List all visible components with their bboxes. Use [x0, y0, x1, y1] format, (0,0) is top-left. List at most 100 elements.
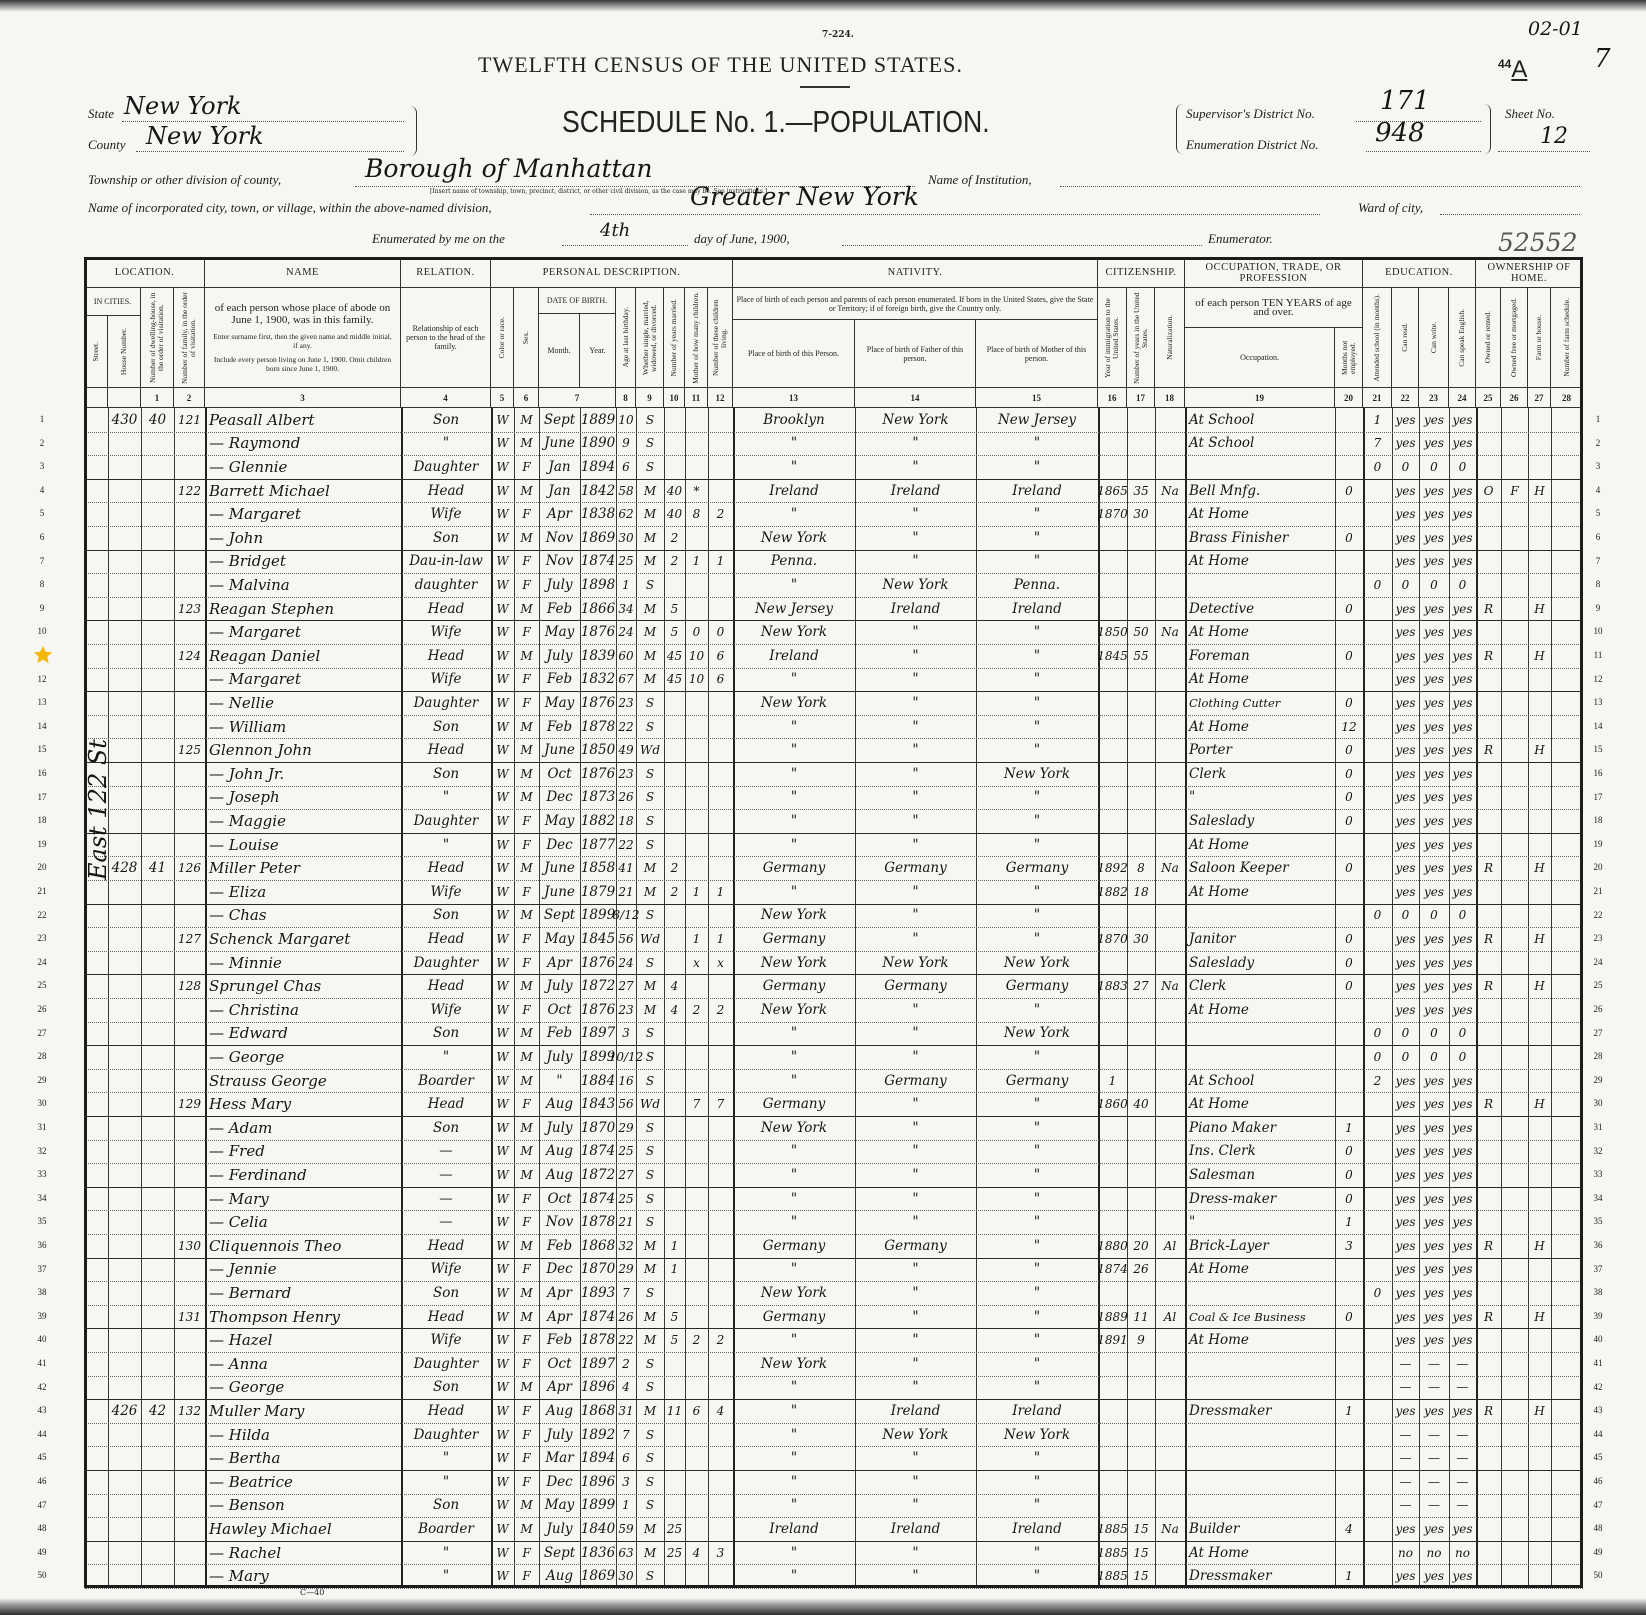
cell-rd: 0	[1401, 459, 1410, 474]
cell-en: yes	[1452, 1333, 1473, 1348]
cell-occ: Janitor	[1189, 930, 1236, 947]
column-header-label: House Number.	[119, 327, 128, 376]
cell-age: 58	[618, 483, 634, 498]
cell-bm: "	[1033, 553, 1041, 570]
cell-ms: S	[645, 1144, 655, 1159]
cell-occ: At Home	[1189, 836, 1249, 853]
cell-mc: 4	[692, 1545, 701, 1560]
cell-rd: yes	[1395, 1002, 1416, 1017]
cell-occ: At Home	[1189, 1332, 1249, 1349]
cell-occ: At Home	[1189, 624, 1249, 641]
cell-ms: S	[645, 1215, 655, 1230]
cell-iy: 1870	[1097, 931, 1128, 946]
column-header-sex: Sex.	[514, 288, 539, 388]
cell-ms: S	[645, 1356, 655, 1371]
line-number-right: 5	[1595, 508, 1601, 519]
cell-mu: 0	[1345, 790, 1353, 805]
cell-fm: 128	[178, 979, 201, 994]
line-number-right: 48	[1593, 1523, 1603, 1534]
cell-bm: "	[1033, 1096, 1041, 1113]
cell-rd: yes	[1395, 1285, 1416, 1300]
line-number-right: 34	[1593, 1192, 1603, 1203]
cell-nm: Thompson Henry	[209, 1307, 340, 1326]
cell-rd: 0	[1401, 1049, 1410, 1064]
cell-yr: 1845	[580, 930, 616, 947]
cell-rd: yes	[1395, 955, 1416, 970]
cell-dw: 41	[148, 860, 167, 877]
cell-age: 23	[618, 695, 634, 710]
cell-bp: "	[790, 1072, 798, 1089]
cell-wr: no	[1426, 1545, 1442, 1560]
line-number-left: 28	[37, 1051, 47, 1062]
enumerated-date-label: day of June, 1900,	[694, 231, 790, 246]
cell-ms: M	[643, 1309, 657, 1324]
cell-bp: Germany	[762, 1237, 826, 1254]
group-header-citizenship: CITIZENSHIP.	[1098, 258, 1185, 288]
cell-bm: "	[1033, 506, 1041, 523]
supervisor-label: Supervisor's District No.	[1186, 106, 1315, 121]
cell-bm: "	[1033, 529, 1041, 546]
cell-rd: yes	[1395, 1521, 1416, 1536]
cell-yr: 1839	[580, 647, 616, 664]
cell-rel: Son	[432, 529, 460, 546]
line-number-right: 44	[1593, 1428, 1603, 1439]
cell-rd: yes	[1395, 554, 1416, 569]
cell-ms: Wd	[639, 1097, 660, 1112]
cell-rel: Head	[427, 482, 465, 499]
cell-sex: F	[522, 1191, 531, 1206]
group-header-name: NAME	[205, 258, 401, 288]
column-header-fs: Number of farm schedule.	[1551, 288, 1583, 388]
cell-wr: yes	[1423, 601, 1445, 616]
row-rule	[85, 1517, 1583, 1519]
cell-mu: 1	[1345, 1215, 1353, 1230]
column-header-frm: Farm or house.	[1528, 288, 1551, 388]
cell-col: W	[496, 719, 509, 734]
cell-sch: 0	[1373, 908, 1382, 923]
enumerator-line	[842, 245, 1202, 246]
cell-mo: May	[544, 694, 575, 711]
cell-iy: 1850	[1097, 625, 1128, 640]
column-header-rd: Can read.	[1392, 288, 1419, 388]
cell-bf: "	[912, 930, 919, 947]
cell-wr: —	[1428, 1356, 1440, 1371]
cell-yr: 1858	[580, 860, 616, 877]
cell-rel: Daughter	[413, 694, 479, 711]
cell-bp: New Jersey	[754, 600, 834, 617]
cell-occ: Bell Mnfg.	[1189, 482, 1261, 499]
cell-mo: Apr	[547, 506, 572, 523]
sheet-code: 44A	[1498, 56, 1527, 84]
cell-rel: "	[442, 435, 450, 452]
column-number: 25	[1476, 388, 1501, 408]
cell-mu: 0	[1345, 1191, 1353, 1206]
cell-occ: At Home	[1189, 553, 1249, 570]
cell-mu: 1	[1345, 1569, 1353, 1584]
cell-mo: July	[546, 978, 573, 995]
cell-yr: 1873	[580, 789, 616, 806]
cell-age: 30	[618, 530, 634, 545]
cell-yr: 1843	[580, 1096, 616, 1113]
cell-col: W	[496, 695, 509, 710]
cell-nm: Glennon John	[209, 741, 312, 760]
line-number-left: 32	[37, 1145, 47, 1156]
column-header-ms: Whether single, married, widowed, or div…	[636, 288, 664, 388]
group-header-location: LOCATION.	[85, 258, 205, 288]
line-number-left: 7	[39, 555, 45, 566]
line-number-left: 12	[37, 673, 47, 684]
row-rule	[85, 880, 1583, 881]
column-number: 22	[1392, 388, 1419, 408]
cell-ms: M	[643, 601, 657, 616]
cell-yr: 1838	[580, 506, 616, 523]
cell-rd: yes	[1395, 1403, 1416, 1418]
cell-bm: "	[1033, 458, 1041, 475]
cell-col: W	[496, 1026, 509, 1041]
cell-nm: — Fred	[209, 1142, 265, 1161]
line-number-left: 41	[37, 1358, 47, 1368]
line-number-left: 15	[37, 744, 47, 755]
column-header-label: Year of immigration to the United States…	[1103, 297, 1120, 378]
cell-bf: "	[912, 1355, 919, 1372]
cell-ym: 5	[670, 1309, 679, 1324]
row-rule	[85, 1281, 1583, 1283]
cell-iy: 1880	[1097, 1238, 1128, 1253]
row-rule	[85, 974, 1583, 976]
cell-yr: 1876	[580, 765, 616, 782]
